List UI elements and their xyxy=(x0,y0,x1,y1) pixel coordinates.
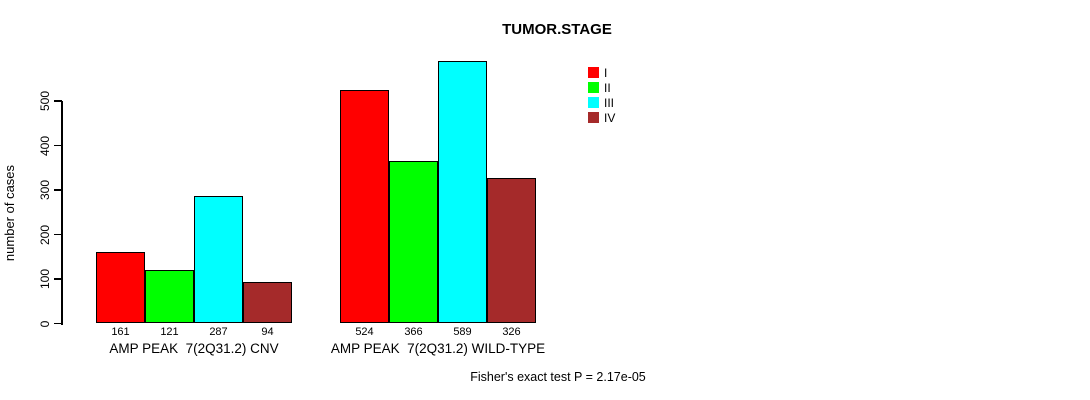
y-axis-tick xyxy=(54,322,62,325)
legend-row: IV xyxy=(588,110,615,125)
bar-value-label: 121 xyxy=(160,326,179,338)
legend: I II III IV xyxy=(588,65,615,125)
bar-i xyxy=(96,251,145,324)
bar-value-label: 94 xyxy=(261,326,274,338)
bar-i xyxy=(340,90,389,324)
bar-value-label: 161 xyxy=(111,326,130,338)
legend-row: II xyxy=(588,80,615,95)
bar-value-label: 287 xyxy=(209,326,228,338)
legend-label: III xyxy=(604,95,615,110)
y-axis-line xyxy=(61,101,63,325)
bar-iv xyxy=(243,281,292,324)
y-axis-tick-label: 0 xyxy=(38,320,52,327)
legend-label: IV xyxy=(604,110,616,125)
legend-swatch-icon xyxy=(588,67,599,78)
legend-swatch-icon xyxy=(588,82,599,93)
bar-ii xyxy=(389,160,438,324)
y-axis-tick-label: 400 xyxy=(38,135,52,156)
bar-iii xyxy=(194,195,243,324)
y-axis-tick-label: 300 xyxy=(38,179,52,201)
legend-label: II xyxy=(604,80,611,95)
y-axis-tick-label: 200 xyxy=(38,224,52,245)
y-axis-tick xyxy=(54,100,62,102)
y-axis-label: number of cases xyxy=(2,164,17,262)
bar-iv xyxy=(487,178,536,324)
bar-value-label: 589 xyxy=(453,326,472,338)
y-axis-tick-label: 100 xyxy=(38,268,52,290)
legend-label: I xyxy=(604,65,608,80)
bar-value-label: 326 xyxy=(502,326,521,338)
group-axis-label: AMP PEAK 7(2Q31.2) CNV xyxy=(109,341,279,356)
stat-test-annotation: Fisher's exact test P = 2.17e-05 xyxy=(470,370,646,384)
legend-swatch-icon xyxy=(588,112,599,123)
y-axis-tick xyxy=(54,144,62,147)
legend-row: III xyxy=(588,95,615,110)
group-axis-label: AMP PEAK 7(2Q31.2) WILD-TYPE xyxy=(330,341,546,356)
y-axis-tick xyxy=(54,189,62,191)
y-axis-tick-label: 500 xyxy=(38,90,52,112)
bar-value-label: 366 xyxy=(404,326,423,338)
chart-title: TUMOR.STAGE xyxy=(502,21,612,38)
y-axis-tick xyxy=(54,233,62,236)
y-axis-tick xyxy=(54,278,62,280)
bar-ii xyxy=(145,269,194,324)
bar-value-label: 524 xyxy=(355,326,374,338)
bar-iii xyxy=(438,61,487,324)
legend-row: I xyxy=(588,65,615,80)
legend-swatch-icon xyxy=(588,97,599,108)
